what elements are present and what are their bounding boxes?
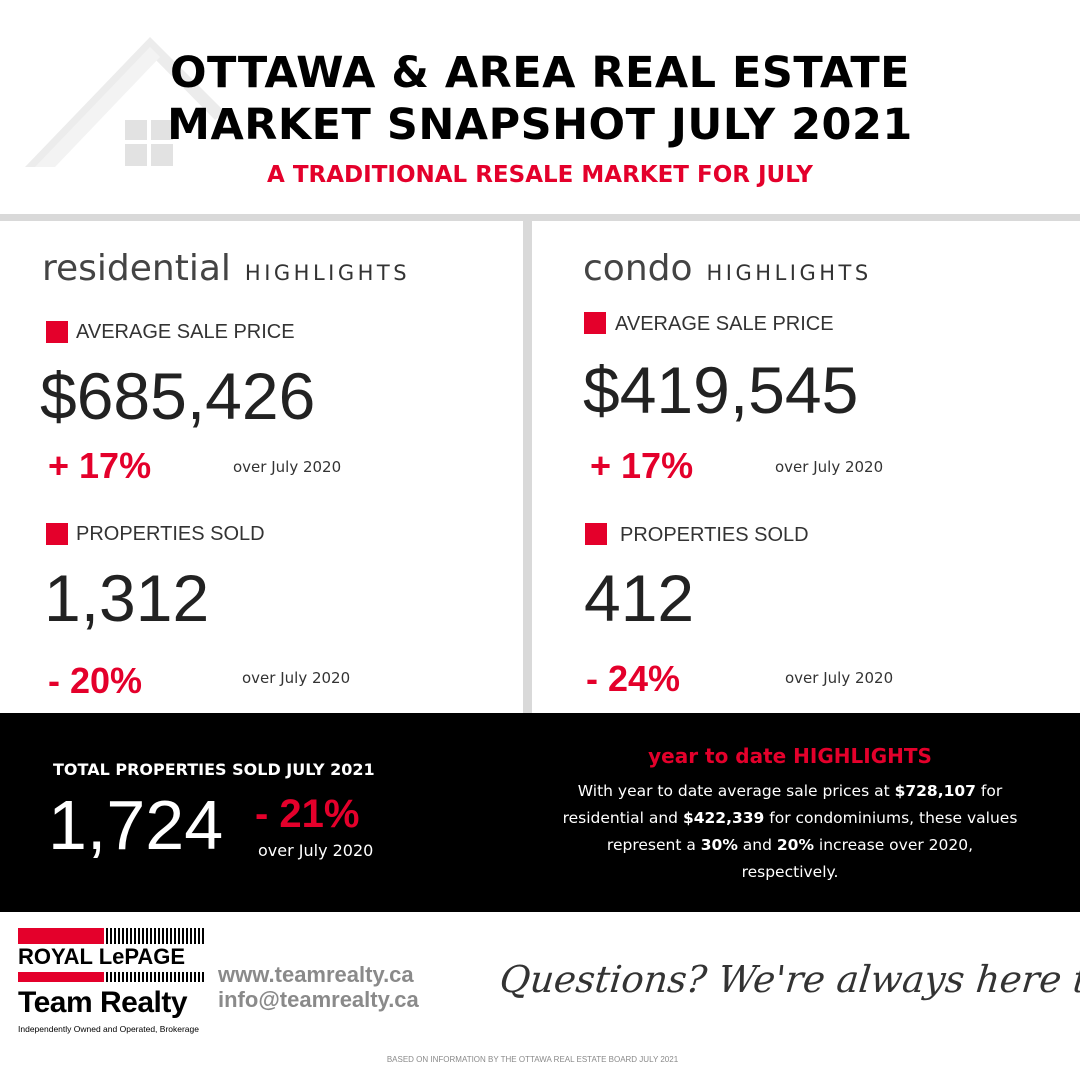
logo-team-text: Team Realty (18, 986, 188, 1019)
residential-avg-price-label: AVERAGE SALE PRICE (76, 321, 295, 343)
email-link[interactable]: info@teamrealty.ca (218, 987, 419, 1012)
red-square-icon (46, 523, 68, 545)
red-square-icon (584, 312, 606, 334)
condo-sold-label: PROPERTIES SOLD (620, 524, 809, 546)
condo-heading: condo HIGHLIGHTS (583, 248, 872, 289)
logo-stripe-bar (18, 928, 204, 944)
condo-sold-value: 412 (584, 561, 695, 635)
total-sold-compare: over July 2020 (258, 841, 374, 860)
residential-sold-change: - 20% (48, 660, 143, 701)
residential-heading-suffix: HIGHLIGHTS (244, 261, 411, 285)
ytd-body: With year to date average sale prices at… (560, 778, 1020, 886)
residential-sold-label: PROPERTIES SOLD (76, 523, 265, 545)
residential-heading-word: residential (42, 248, 231, 289)
vertical-divider (523, 221, 532, 714)
residential-sold-value: 1,312 (44, 561, 210, 635)
condo-avg-price-compare: over July 2020 (775, 458, 884, 476)
ytd-condo-price: $422,339 (682, 809, 765, 827)
residential-avg-price-value: $685,426 (40, 359, 316, 433)
logo-stripe-bar (18, 972, 204, 982)
ytd-res-pct: 30% (700, 836, 738, 854)
contact-tagline: Questions? We're always here to help (497, 958, 1080, 1001)
red-square-icon (46, 321, 68, 343)
total-sold-change: - 21% (255, 792, 360, 836)
source-note: BASED ON INFORMATION BY THE OTTAWA REAL … (386, 1055, 679, 1064)
red-square-icon (585, 523, 607, 545)
residential-heading: residential HIGHLIGHTS (42, 248, 410, 289)
ytd-text-5: increase over 2020, respectively. (741, 836, 974, 881)
horizontal-divider (0, 214, 1080, 221)
residential-sold-compare: over July 2020 (242, 669, 351, 687)
logo-tagline: Independently Owned and Operated, Broker… (18, 1024, 199, 1034)
page-title-line-1: OTTAWA & AREA REAL ESTATE (169, 48, 911, 98)
ytd-text-2: for residential and (562, 782, 1003, 827)
condo-sold-compare: over July 2020 (785, 669, 894, 687)
condo-avg-price-value: $419,545 (583, 353, 859, 427)
ytd-heading: year to date HIGHLIGHTS (648, 744, 932, 768)
condo-avg-price-change: + 17% (590, 445, 694, 486)
ytd-text-3: for condominiums, these values represent… (606, 809, 1018, 854)
ytd-condo-pct: 20% (776, 836, 814, 854)
total-sold-value: 1,724 (48, 786, 224, 864)
royal-lepage-logo: ROYAL LePAGE Team Realty Independently O… (18, 928, 204, 1040)
ytd-text-4: and (737, 836, 777, 854)
condo-sold-change: - 24% (586, 658, 681, 699)
ytd-text-1: With year to date average sale prices at (577, 782, 895, 800)
house-outline-icon (25, 37, 225, 167)
website-link[interactable]: www.teamrealty.ca (218, 962, 414, 987)
totals-band (0, 713, 1080, 912)
condo-avg-price-label: AVERAGE SALE PRICE (615, 313, 834, 335)
total-sold-label: TOTAL PROPERTIES SOLD JULY 2021 (53, 760, 375, 779)
ytd-res-price: $728,107 (894, 782, 976, 800)
residential-avg-price-compare: over July 2020 (233, 458, 342, 476)
logo-brand-text: ROYAL LePAGE (18, 944, 186, 969)
residential-avg-price-change: + 17% (48, 445, 152, 486)
condo-heading-suffix: HIGHLIGHTS (706, 261, 872, 285)
page-title-line-2: MARKET SNAPSHOT JULY 2021 (167, 100, 913, 150)
page-subtitle: A TRADITIONAL RESALE MARKET FOR JULY (267, 162, 813, 188)
condo-heading-word: condo (583, 248, 693, 289)
